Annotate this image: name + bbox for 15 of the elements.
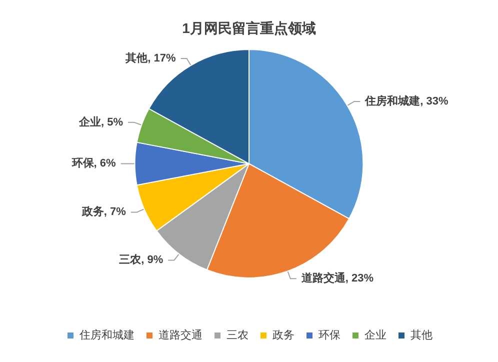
legend-label: 三农 [226,330,248,342]
data-label: 企业, 5% [78,115,124,128]
data-label: 其他, 17% [124,52,176,65]
data-label: 三农, 9% [119,253,164,266]
legend-label: 道路交通 [158,328,202,342]
data-label: 道路交通, 23% [300,272,374,285]
data-label: 环保, 6% [70,158,116,170]
data-label: 政务, 7% [80,205,126,218]
legend-label: 住房和城建 [80,328,134,342]
legend-label: 其他 [410,328,432,342]
legend-label: 政务 [272,330,294,342]
legend-label: 企业 [364,328,386,342]
legend-label: 环保 [318,330,340,342]
data-label: 住房和城建, 33% [364,94,449,108]
chart-title: 1月网民留言重点领域 [182,20,316,36]
